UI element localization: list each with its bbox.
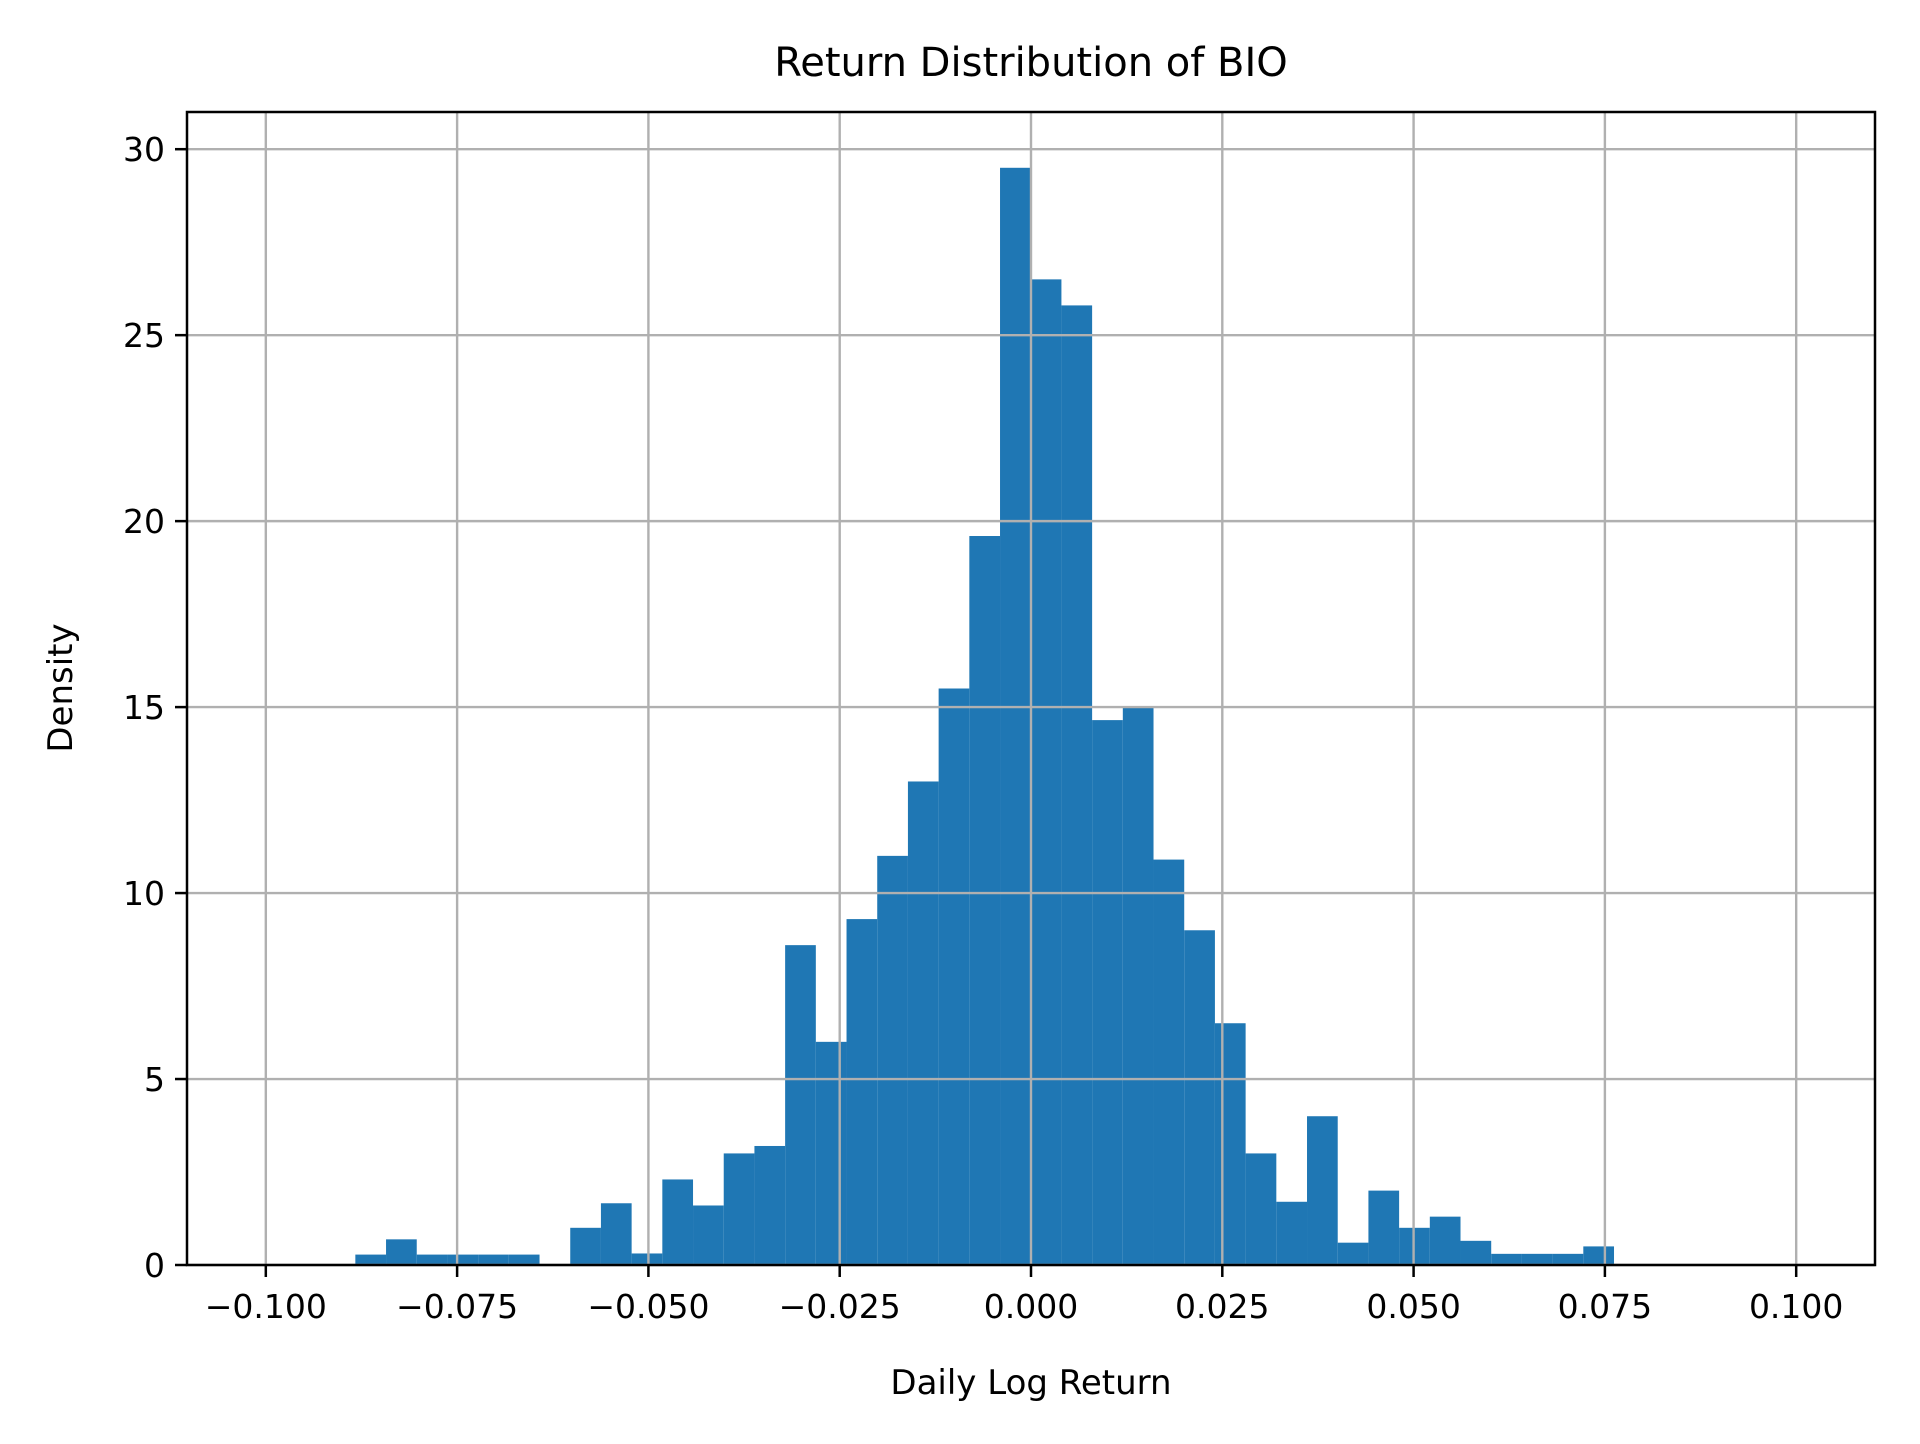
histogram-bar: [1000, 167, 1031, 1265]
histogram-bar: [416, 1254, 448, 1265]
y-tick-label: 30: [123, 130, 165, 169]
y-tick-label: 15: [123, 688, 165, 727]
histogram-bar: [785, 945, 816, 1265]
grid-lines: [187, 112, 1875, 1267]
histogram-bar: [938, 688, 970, 1265]
x-tick-label: −0.100: [205, 1287, 327, 1326]
histogram-bar: [1276, 1201, 1308, 1265]
histogram-bar: [1030, 279, 1062, 1265]
histogram-bars: [355, 167, 1615, 1265]
y-tick-label: 10: [123, 874, 165, 913]
histogram-bar: [355, 1254, 387, 1265]
histogram-bar: [1092, 720, 1123, 1265]
histogram-bar: [877, 855, 908, 1265]
x-tick-label: 0.100: [1749, 1287, 1843, 1326]
axes: [175, 110, 1877, 1277]
histogram-bar: [723, 1153, 755, 1265]
histogram-bar: [693, 1205, 724, 1265]
x-tick-label: −0.050: [587, 1287, 709, 1326]
histogram-bar: [846, 919, 878, 1265]
histogram-bar: [1153, 859, 1185, 1265]
x-tick-label: 0.025: [1175, 1287, 1269, 1326]
histogram-bar: [754, 1145, 786, 1265]
histogram-bar: [1552, 1253, 1584, 1265]
histogram-bar: [447, 1254, 479, 1265]
histogram-bar: [1460, 1240, 1492, 1265]
chart-title: Return Distribution of BIO: [774, 40, 1288, 86]
x-tick-label: −0.025: [779, 1287, 901, 1326]
histogram-bar: [600, 1203, 632, 1265]
x-tick-label: −0.075: [396, 1287, 518, 1326]
histogram-bar: [907, 781, 939, 1265]
histogram-bar: [1429, 1216, 1461, 1265]
histogram-bar: [1337, 1242, 1369, 1265]
histogram-bar: [1214, 1023, 1246, 1265]
y-axis-label: Density: [41, 623, 81, 752]
histogram-bar: [1184, 930, 1215, 1265]
histogram-bar: [662, 1179, 694, 1265]
y-tick-label: 0: [144, 1246, 165, 1285]
y-tick-label: 5: [144, 1060, 165, 1099]
histogram-bar: [508, 1254, 540, 1265]
histogram-bar: [1245, 1153, 1277, 1265]
histogram-bar: [386, 1239, 417, 1265]
histogram-bar: [631, 1253, 663, 1265]
histogram-bar: [1491, 1253, 1522, 1265]
y-tick-label: 20: [123, 502, 165, 541]
histogram-bar: [570, 1227, 601, 1265]
x-tick-label: 0.050: [1366, 1287, 1460, 1326]
histogram-bar: [1122, 707, 1154, 1265]
histogram-bar: [815, 1041, 847, 1265]
x-tick-label: 0.075: [1558, 1287, 1652, 1326]
histogram-bar: [1583, 1246, 1615, 1265]
histogram-bar: [1368, 1190, 1400, 1265]
histogram-bar: [969, 536, 1001, 1265]
histogram-bar: [1307, 1116, 1338, 1265]
x-tick-label: 0.000: [984, 1287, 1078, 1326]
histogram-bar: [1061, 305, 1093, 1265]
tick-labels: −0.100 −0.075 −0.050 −0.025 0.000 0.025 0.050 0…: [123, 130, 1843, 1326]
histogram-bar: [1521, 1253, 1553, 1265]
histogram-bar: [478, 1254, 509, 1265]
y-tick-label: 25: [123, 316, 165, 355]
x-axis-label: Daily Log Return: [890, 1363, 1171, 1403]
